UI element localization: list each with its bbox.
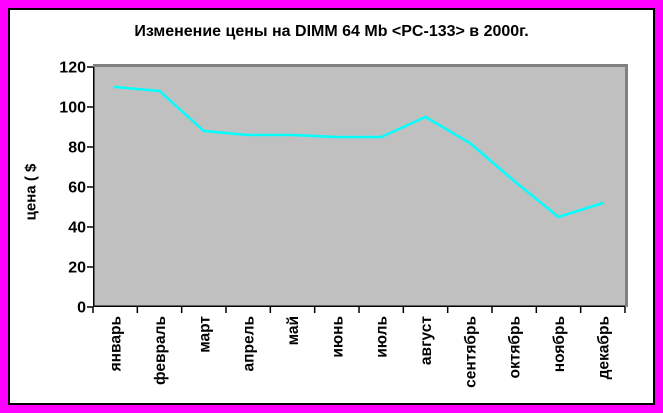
- y-axis-tick-label: 120: [59, 60, 86, 77]
- y-axis-tick-label: 0: [77, 300, 86, 317]
- x-axis-month-label: сентябрь: [462, 316, 479, 388]
- x-axis-month-label: октябрь: [507, 316, 524, 378]
- y-axis-tick-label: 100: [59, 100, 86, 117]
- x-axis-month-label: январь: [108, 316, 125, 371]
- axis-lines: [93, 67, 625, 307]
- x-axis-month-label: март: [196, 316, 213, 353]
- y-axis-tick-label: 80: [68, 140, 86, 157]
- x-axis-month-label: ноябрь: [551, 316, 568, 372]
- y-axis-tick-label: 60: [68, 180, 86, 197]
- x-axis-month-label: май: [285, 316, 302, 345]
- x-axis-month-label: июль: [374, 316, 391, 358]
- chart-title: Изменение цены на DIMM 64 Mb <PC-133> в …: [134, 23, 529, 40]
- plot-area: [93, 67, 625, 307]
- x-axis-month-label: август: [418, 316, 435, 365]
- price-line: [113, 85, 605, 219]
- x-axis-month-label: декабрь: [595, 316, 612, 379]
- plot-area-shadow: [93, 64, 628, 307]
- y-axis-tick-label: 20: [68, 260, 86, 277]
- x-axis-month-label: апрель: [241, 316, 258, 371]
- x-axis-month-label: июнь: [329, 316, 346, 358]
- y-axis-tick-label: 40: [68, 220, 86, 237]
- x-axis-month-label: февраль: [152, 316, 169, 385]
